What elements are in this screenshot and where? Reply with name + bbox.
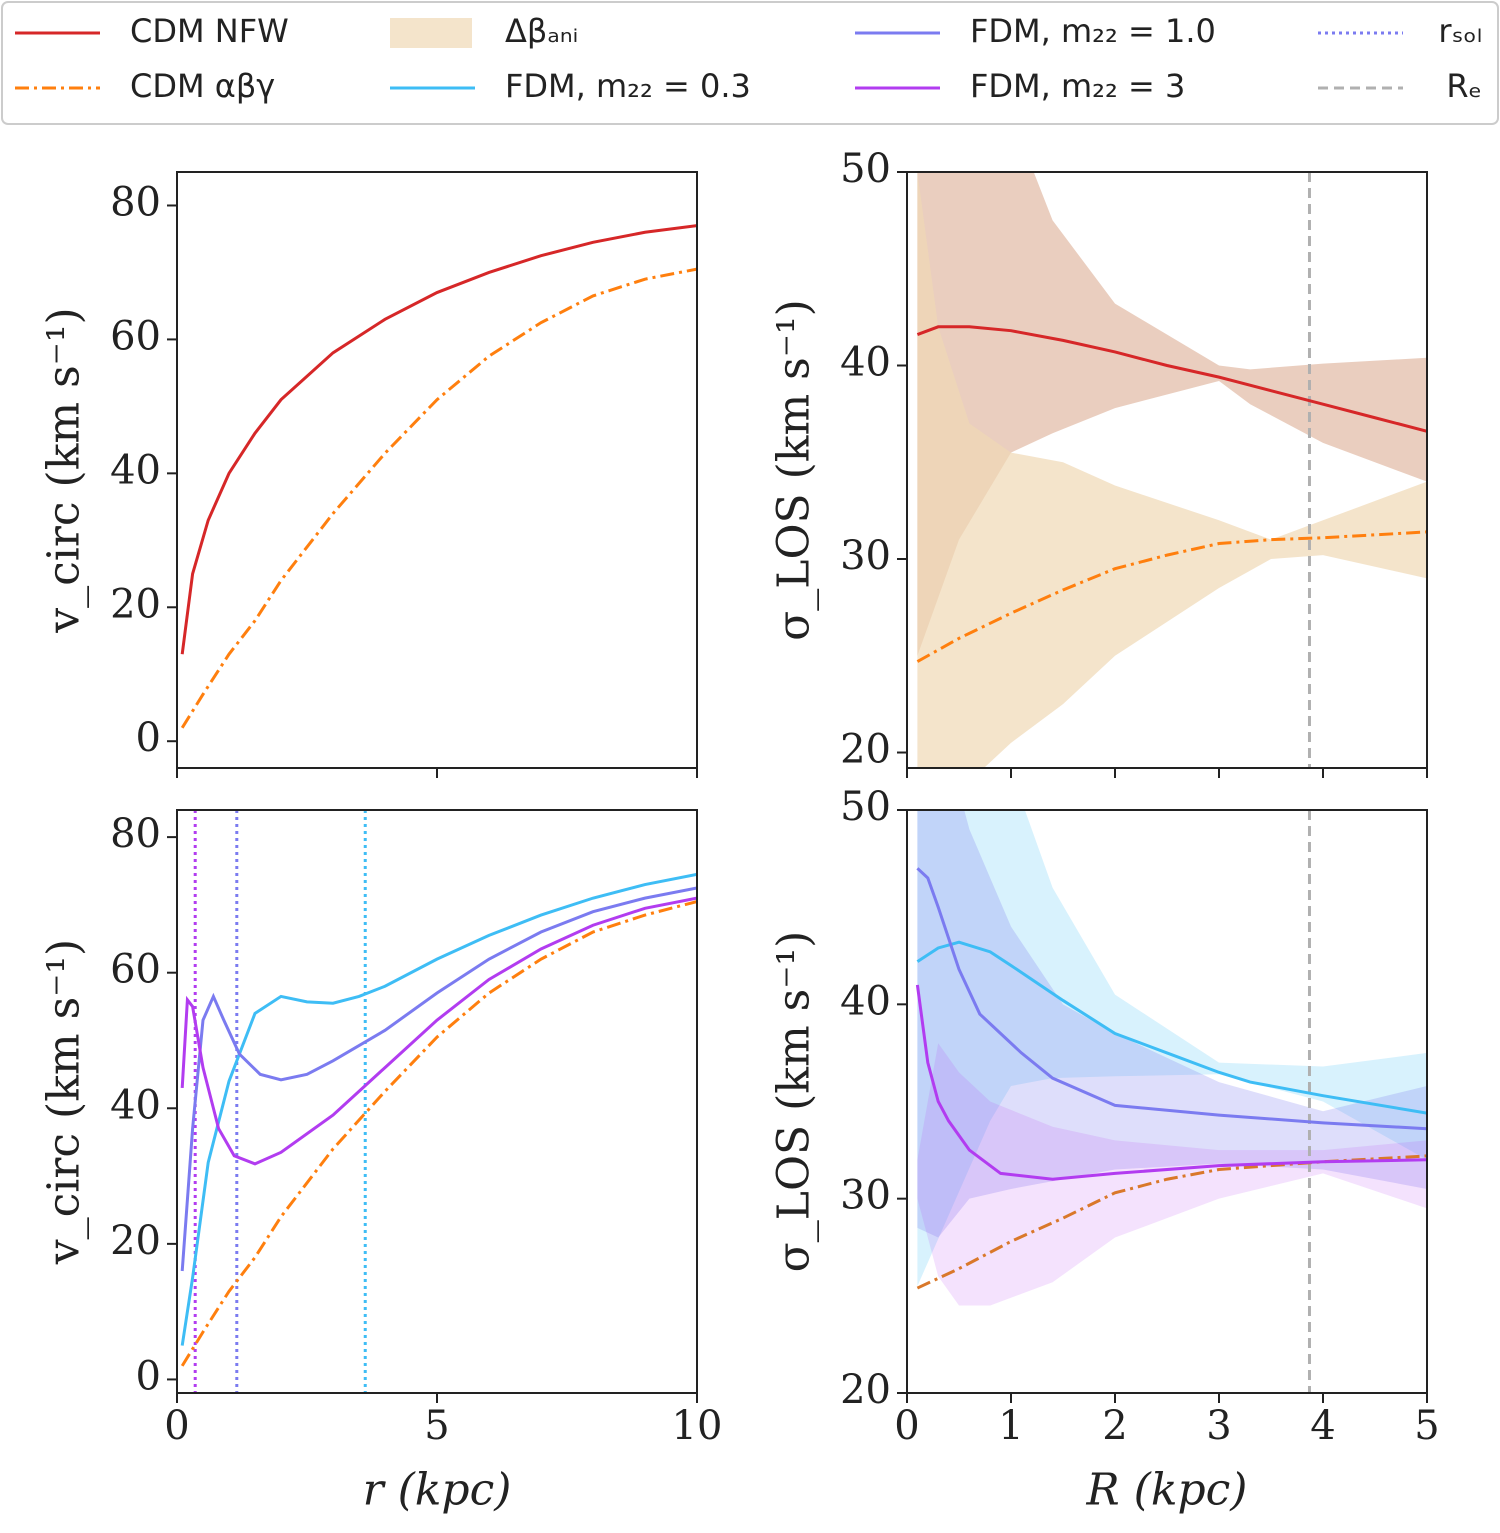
y-tick-label: 80 <box>110 811 161 857</box>
y-axis-label: σ_LOS (km s⁻¹) <box>769 931 820 1273</box>
legend-label: CDM αβγ <box>130 67 275 105</box>
x-tick-label: 3 <box>1206 1403 1231 1449</box>
band <box>917 1043 1427 1306</box>
y-tick-label: 20 <box>840 727 891 773</box>
y-tick-label: 50 <box>840 146 891 192</box>
x-tick-label: 10 <box>672 1403 723 1449</box>
plot-area <box>180 810 697 1393</box>
series-line <box>916 940 1427 1115</box>
y-tick-label: 60 <box>110 947 161 993</box>
legend-label: FDM, m₂₂ = 3 <box>970 67 1185 105</box>
plot-area <box>916 172 1427 768</box>
series-line <box>916 530 1427 663</box>
axes-frame <box>176 171 698 769</box>
series-line <box>916 325 1427 433</box>
legend-swatch <box>390 18 472 48</box>
series-line <box>916 867 1427 1131</box>
legend-label: Rₑ <box>1446 67 1482 105</box>
y-tick-label: 40 <box>840 978 891 1024</box>
plot-area <box>915 810 1427 1393</box>
y-axis-label: v_circ (km s⁻¹) <box>39 307 90 633</box>
y-tick-label: 30 <box>840 1173 891 1219</box>
x-tick-label: 4 <box>1310 1403 1335 1449</box>
legend-label: FDM, m₂₂ = 0.3 <box>505 67 751 105</box>
plot-area <box>180 224 697 729</box>
x-tick-label: 1 <box>998 1403 1023 1449</box>
y-tick-label: 20 <box>110 581 161 627</box>
y-tick-label: 40 <box>840 340 891 386</box>
x-tick-label: 5 <box>424 1403 449 1449</box>
y-tick-label: 50 <box>840 784 891 830</box>
legend-label: rₛₒₗ <box>1438 12 1482 50</box>
band <box>917 810 1427 1287</box>
y-tick-label: 0 <box>136 715 161 761</box>
series-line <box>180 872 697 1346</box>
axes-frame <box>906 171 1428 769</box>
series-line <box>180 886 697 1272</box>
x-tick-label: 0 <box>164 1403 189 1449</box>
y-tick-label: 80 <box>110 179 161 225</box>
series-line <box>916 1154 1427 1290</box>
band <box>917 810 1427 1238</box>
band <box>917 172 1427 768</box>
series-line <box>915 984 1427 1181</box>
x-axis-label: r (kpc) <box>363 1465 512 1516</box>
y-tick-label: 60 <box>110 313 161 359</box>
y-axis-label: σ_LOS (km s⁻¹) <box>769 299 820 641</box>
series-line <box>180 267 697 729</box>
y-axis-label: v_circ (km s⁻¹) <box>39 939 90 1265</box>
series-line <box>180 224 697 655</box>
x-tick-label: 0 <box>894 1403 919 1449</box>
y-tick-label: 40 <box>110 1082 161 1128</box>
y-tick-label: 0 <box>136 1353 161 1399</box>
legend-label: FDM, m₂₂ = 1.0 <box>970 12 1216 50</box>
y-tick-label: 20 <box>110 1218 161 1264</box>
series-line <box>180 896 697 1166</box>
x-tick-label: 5 <box>1414 1403 1439 1449</box>
x-axis-label: R (kpc) <box>1086 1465 1248 1516</box>
y-tick-label: 20 <box>840 1367 891 1413</box>
series-line <box>180 900 697 1367</box>
band <box>917 172 1427 656</box>
x-tick-label: 2 <box>1102 1403 1127 1449</box>
legend-box <box>1 1 1499 125</box>
y-tick-label: 40 <box>110 447 161 493</box>
axes-frame <box>906 809 1428 1394</box>
legend-label: Δβₐₙᵢ <box>505 12 578 50</box>
legend-label: CDM NFW <box>130 12 289 50</box>
axes-frame <box>176 809 698 1394</box>
y-tick-label: 30 <box>840 533 891 579</box>
